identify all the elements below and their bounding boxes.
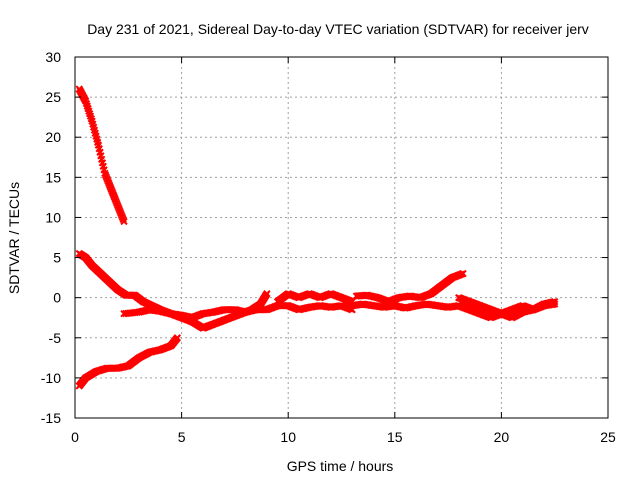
series-track-5 xyxy=(352,269,467,306)
x-tick-label: 0 xyxy=(71,429,79,445)
data-point xyxy=(89,120,97,128)
data-point xyxy=(93,135,101,143)
data-point xyxy=(459,269,467,278)
data-point xyxy=(173,334,182,342)
data-point xyxy=(90,126,99,134)
data-point xyxy=(263,289,271,298)
data-point xyxy=(89,123,98,131)
data-point xyxy=(83,102,91,110)
y-axis-title: SDTVAR / TECUs xyxy=(6,182,22,294)
plot-frame xyxy=(74,56,609,419)
y-tick-label: 15 xyxy=(45,169,61,185)
data-point xyxy=(120,217,128,226)
series-track-3 xyxy=(120,301,356,322)
data-point xyxy=(86,112,95,120)
grid-lines xyxy=(75,57,608,418)
series-track-8 xyxy=(75,334,182,390)
y-tick-label: -15 xyxy=(41,410,61,426)
series-track-1 xyxy=(75,85,128,226)
data-point xyxy=(85,107,93,115)
y-tick-label: -5 xyxy=(49,330,62,346)
x-tick-label: 25 xyxy=(600,429,616,445)
y-tick-label: 30 xyxy=(45,49,61,65)
data-point xyxy=(91,129,99,137)
data-point xyxy=(92,132,100,140)
data-point xyxy=(82,99,91,108)
chart-title: Day 231 of 2021, Sidereal Day-to-day VTE… xyxy=(87,21,589,37)
data-series xyxy=(75,85,559,390)
series-track-4 xyxy=(273,289,356,306)
data-point xyxy=(84,104,92,113)
data-point xyxy=(81,97,90,105)
data-point xyxy=(550,297,559,306)
x-tick-label: 20 xyxy=(494,429,510,445)
x-tick-label: 15 xyxy=(387,429,403,445)
data-point xyxy=(87,114,95,123)
y-tick-label: 25 xyxy=(45,89,61,105)
x-tick-label: 5 xyxy=(178,429,186,445)
y-tick-label: 5 xyxy=(53,250,61,266)
data-point xyxy=(88,117,96,125)
axis-ticks: 0 5 10 15 20 25 -15 -10 -5 0 5 10 15 20 25 30 xyxy=(41,49,616,445)
y-tick-label: -10 xyxy=(41,370,61,386)
series-track-7 xyxy=(455,293,559,322)
y-tick-label: 10 xyxy=(45,209,61,225)
y-tick-label: 0 xyxy=(53,290,61,306)
data-point xyxy=(85,109,94,118)
y-tick-label: 20 xyxy=(45,129,61,145)
series-track-2 xyxy=(75,249,271,332)
x-tick-label: 10 xyxy=(280,429,296,445)
data-point xyxy=(93,138,102,146)
x-axis-title: GPS time / hours xyxy=(287,458,394,474)
